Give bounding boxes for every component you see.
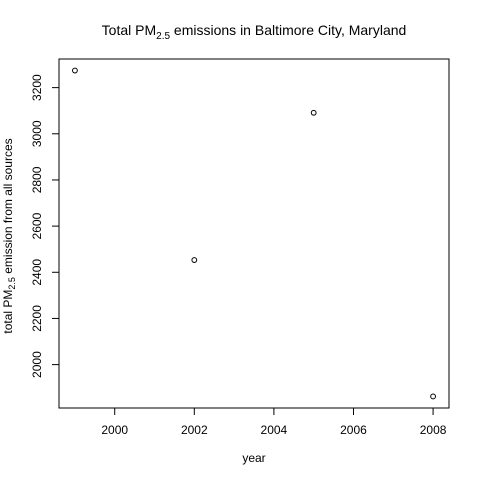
x-tick-label: 2004 <box>261 423 288 437</box>
y-axis-label-prefix: total PM <box>1 290 15 334</box>
data-point <box>72 67 78 74</box>
x-tick-label: 2008 <box>420 423 447 437</box>
x-tick-label: 2006 <box>340 423 367 437</box>
chart-title-subscript: 2.5 <box>156 31 170 42</box>
y-axis: 2000 2200 2400 2600 2800 3000 3200 <box>30 74 60 378</box>
y-axis-label-suffix: emission from all sources <box>1 138 15 277</box>
x-tick-label: 2000 <box>101 423 128 437</box>
y-tick-label: 2400 <box>30 259 44 286</box>
y-tick-label: 2000 <box>30 351 44 378</box>
x-axis-label: year <box>242 451 265 465</box>
chart-title: Total PM2.5 emissions in Baltimore City,… <box>102 22 407 42</box>
x-axis: 2000 2002 2004 2006 2008 <box>101 407 447 437</box>
plot-area <box>58 58 450 409</box>
y-tick-label: 3000 <box>30 120 44 147</box>
y-tick-label: 3200 <box>30 74 44 101</box>
data-point <box>430 393 436 400</box>
y-axis-label: total PM2.5 emission from all sources <box>1 138 17 333</box>
y-tick-label: 2600 <box>30 212 44 239</box>
chart-title-suffix: emissions in Baltimore City, Maryland <box>170 22 406 38</box>
y-tick-label: 2200 <box>30 305 44 332</box>
data-points <box>72 67 436 400</box>
y-axis-label-subscript: 2.5 <box>7 277 17 290</box>
x-tick-label: 2002 <box>181 423 208 437</box>
data-point <box>310 109 317 116</box>
data-point <box>191 257 198 263</box>
y-tick-label: 2800 <box>30 166 44 193</box>
chart-title-prefix: Total PM <box>102 22 156 38</box>
